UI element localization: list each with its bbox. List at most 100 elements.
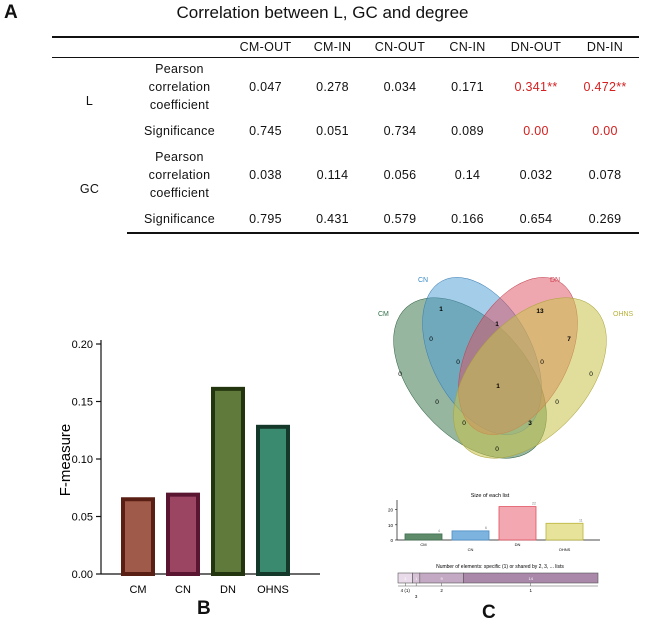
x-tick-label: DN (220, 584, 236, 596)
size-bar-label: DN (515, 542, 521, 547)
size-bar-value: 22 (532, 502, 536, 506)
table-cell: 0.056 (383, 168, 417, 182)
y-tick-label: 0.10 (72, 454, 93, 466)
bar-dn (211, 386, 245, 576)
table-cell: 0.278 (316, 80, 349, 95)
table-row: Significance 0.795 0.431 0.579 0.166 0.6… (52, 205, 639, 234)
size-bar-value: 6 (485, 526, 487, 530)
bar-cm (121, 497, 155, 576)
panel-a-letter: A (4, 2, 18, 23)
venn-label-dn: DN (550, 277, 560, 284)
f-measure-bar-chart: F-measure 0.00 0.05 0.10 0.15 0.20 CM CN DN OHN… (57, 339, 320, 596)
col-header: CN-OUT (366, 36, 434, 58)
venn-count: 0 (462, 420, 466, 427)
shared-segment-count: 14 (529, 576, 534, 581)
col-header: DN-OUT (501, 36, 571, 58)
shared-segment-count: 3 (404, 576, 407, 581)
venn-count: 1 (496, 383, 500, 390)
size-bar-cm (404, 533, 443, 541)
col-header: CN-IN (434, 36, 501, 58)
shared-segment-label: 2 (440, 588, 443, 593)
table-cell: 0.734 (383, 124, 417, 138)
list-size-chart: Size of each list 0 10 20 4 CM 6 CN 22 DN 11 OHNS (388, 493, 600, 552)
size-bar-label: CN (468, 547, 474, 552)
y-tick-label: 0.00 (72, 569, 93, 581)
venn-count: 1 (439, 306, 443, 313)
table-cell-significant: 0.341** (514, 80, 558, 95)
venn-label-cn: CN (418, 277, 428, 284)
size-bar-cn (451, 530, 490, 541)
y-axis-label: F-measure (57, 424, 74, 497)
table-cell: 0.051 (316, 124, 349, 138)
col-header: DN-IN (571, 36, 639, 58)
venn-set-ohns (453, 297, 607, 459)
venn-count: 0 (495, 446, 499, 453)
y-axis-ticks: 0.00 0.05 0.10 0.15 0.20 (72, 339, 101, 581)
panel-c-letter: C (482, 602, 496, 623)
size-bar-label: OHNS (559, 547, 571, 552)
size-chart-tick-label: 10 (388, 523, 394, 528)
table-cell: 0.795 (232, 205, 299, 234)
row-label: Pearson correlation coefficient (148, 62, 211, 113)
venn-label-cm: CM (378, 311, 389, 318)
table-cell: 0.579 (366, 205, 434, 234)
table-cell: 0.171 (451, 80, 484, 95)
x-axis-ticks: CM CN DN OHNS (129, 584, 288, 596)
table-cell-significant: 0.472** (583, 80, 627, 95)
table-cell: 0.269 (571, 205, 639, 234)
size-chart-tick-label: 20 (388, 508, 394, 513)
table-cell: 0.654 (501, 205, 571, 234)
bars (121, 386, 290, 576)
venn-count: 0 (540, 359, 544, 366)
venn-count: 0 (589, 371, 593, 378)
table-cell: 0.114 (316, 168, 349, 182)
venn-count: 0 (398, 371, 402, 378)
table-cell: 0.034 (383, 80, 417, 95)
bar-ohns (256, 424, 290, 576)
y-tick-label: 0.05 (72, 512, 93, 524)
venn-count: 7 (567, 336, 571, 343)
row-label: Significance (127, 205, 232, 234)
group-label: L (85, 94, 94, 109)
size-bar-value: 4 (438, 529, 440, 533)
table-cell: 0.047 (249, 80, 282, 95)
bar-cn (166, 492, 200, 576)
y-tick-label: 0.15 (72, 397, 93, 409)
table-row: GC Pearson correlation coefficient 0.038 0… (52, 145, 639, 205)
table-cell-significant: 0.00 (523, 124, 549, 138)
shared-segment-count: 1 (415, 576, 418, 581)
y-tick-label: 0.20 (72, 339, 93, 351)
x-tick-label: CM (129, 584, 146, 596)
row-label: Pearson correlation coefficient (148, 150, 211, 200)
size-bar-dn (498, 506, 537, 541)
shared-segment-label: 3 (415, 594, 418, 599)
size-chart-y-ticks: 0 10 20 (388, 508, 397, 543)
venn-diagram: CM CN DN OHNS 1 13 1 0 7 0 0 0 0 1 0 0 3… (378, 277, 634, 459)
table-cell-significant: 0.00 (592, 124, 618, 138)
size-chart-title: Size of each list (471, 493, 510, 499)
table-header-row: CM-OUT CM-IN CN-OUT CN-IN DN-OUT DN-IN (52, 36, 639, 58)
venn-count: 0 (435, 399, 439, 406)
shared-elements-chart: Number of elements: specific (1) or shar… (397, 564, 599, 599)
row-label: Significance (143, 124, 215, 138)
table-cell: 0.14 (454, 168, 481, 182)
venn-count: 0 (429, 336, 433, 343)
table-cell: 0.745 (249, 124, 282, 138)
table-title: Correlation between L, GC and degree (176, 3, 469, 22)
x-tick-label: OHNS (257, 584, 289, 596)
table-row: Significance 0.745 0.051 0.734 0.089 0.0… (52, 117, 639, 145)
venn-count: 3 (528, 420, 532, 427)
table-row: L Pearson correlation coefficient 0.047 0.… (52, 57, 639, 117)
venn-count: 0 (555, 399, 559, 406)
venn-count: 1 (495, 321, 499, 328)
col-header: CM-OUT (232, 36, 299, 58)
table-cell: 0.078 (588, 168, 622, 182)
table-cell: 0.038 (249, 168, 282, 182)
shared-segment-label: 4 (1) (401, 588, 411, 593)
panel-b-letter: B (197, 598, 211, 619)
table-cell: 0.166 (434, 205, 501, 234)
venn-count: 13 (536, 308, 544, 315)
venn-label-ohns: OHNS (613, 311, 634, 318)
shared-segment-count: 9 (441, 576, 444, 581)
shared-chart-title: Number of elements: specific (1) or shar… (436, 564, 564, 570)
